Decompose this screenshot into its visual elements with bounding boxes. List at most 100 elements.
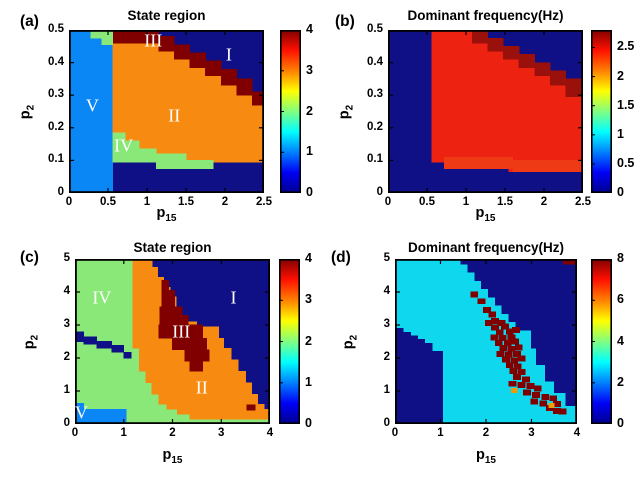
panel-d-silent-bottom-left bbox=[424, 343, 433, 424]
panel-c-region-III bbox=[172, 337, 207, 351]
panel-a-region-II bbox=[112, 67, 206, 76]
panel-b-x-tick-label: 1 bbox=[462, 196, 470, 208]
panel-d-8hz-cells bbox=[549, 395, 558, 402]
panel-d-y-tick-label: 3 bbox=[383, 318, 390, 330]
panel-d-8hz-cells bbox=[491, 324, 499, 331]
panel-d-8hz-cells bbox=[483, 307, 491, 314]
panel-c-region-II bbox=[166, 403, 265, 410]
panel-c-region-V bbox=[75, 408, 127, 424]
panel-a-x-tick-label: 1.5 bbox=[178, 196, 194, 208]
panel-a-region-II bbox=[112, 42, 159, 52]
panel-a-region-II bbox=[112, 94, 253, 106]
panel-b-y-tick-label: 0.1 bbox=[367, 153, 383, 166]
panel-d-silent-bottom-left bbox=[417, 339, 425, 424]
panel-b-bottom-band-2p3hz bbox=[443, 156, 514, 169]
panel-c-region-III bbox=[184, 349, 210, 362]
panel-c-region-II bbox=[132, 259, 153, 268]
panel-a-y-axis-label: p2 bbox=[17, 104, 37, 119]
panel-a-y-tick-label: 0.2 bbox=[48, 120, 64, 133]
panel-d-8hz-cells bbox=[513, 374, 521, 381]
panel-d-silent-top-right bbox=[515, 321, 577, 331]
panel-a-region-label-IV: IV bbox=[114, 135, 134, 156]
panel-b-x-tick-label: 0.5 bbox=[419, 196, 435, 208]
panel-b-y-axis-label: p2 bbox=[336, 104, 356, 119]
panel-b-x-tick-label: 1.5 bbox=[497, 196, 513, 208]
panel-a-region-III bbox=[189, 52, 206, 68]
panel-c-blue-streak bbox=[75, 331, 85, 342]
panel-d-silent-top-right bbox=[487, 288, 577, 298]
panel-b-oscillation-2p5hz bbox=[539, 70, 556, 173]
panel-c-region-V bbox=[75, 403, 85, 424]
panel-d-y-tick-label: 5 bbox=[383, 252, 390, 264]
panel-a-region-IV-top-notch bbox=[90, 30, 103, 39]
panel-d-y-axis-label: p2 bbox=[340, 334, 360, 349]
panel-d-8hz-cells bbox=[490, 334, 499, 341]
panel-c-blue-streak bbox=[83, 336, 98, 345]
panel-d-8hz-cells bbox=[545, 405, 554, 412]
panel-c-blue-streak bbox=[123, 351, 132, 359]
panel-d-8hz-cells bbox=[507, 334, 516, 341]
panel-d-8hz-cells bbox=[510, 357, 519, 364]
panel-c-region-IV bbox=[145, 382, 153, 424]
panel-b-bottom-band-2p3hz bbox=[512, 160, 583, 173]
panel-d-silent-bottom-left bbox=[432, 351, 444, 424]
panel-d-8hz-cells bbox=[514, 344, 523, 351]
panel-a-x-tick-label: 2 bbox=[221, 196, 229, 208]
panel-a-colorbar-tick-label: 0 bbox=[306, 185, 313, 199]
panel-b-x-tick-label: 0 bbox=[384, 196, 392, 208]
panel-d-8hz-cells bbox=[539, 400, 548, 407]
panel-d-silent-top-right bbox=[553, 380, 577, 393]
panel-c-x-tick-label: 1 bbox=[120, 427, 127, 439]
panel-d-8hz-cells bbox=[530, 398, 539, 405]
panel-b-edge-band-2p8hz bbox=[503, 46, 520, 60]
panel-c-region-IV bbox=[132, 347, 140, 424]
panel-d-silent-top-right bbox=[565, 392, 577, 407]
panel-c-x-tick-label: 4 bbox=[266, 427, 274, 439]
panel-d-6hz-cells bbox=[511, 387, 518, 393]
panel-b-heatmap bbox=[388, 30, 583, 193]
panel-c-region-label-II: II bbox=[195, 378, 208, 399]
panel-a-letter: (a) bbox=[20, 13, 39, 30]
panel-c-region-III bbox=[159, 306, 183, 316]
panel-a-colorbar-tick-label: 4 bbox=[306, 22, 313, 36]
panel-b-title: Dominant frequency(Hz) bbox=[407, 8, 564, 23]
colorbar-border bbox=[591, 259, 612, 424]
panel-b-oscillation-2p5hz bbox=[431, 30, 445, 163]
panel-c-region-IV bbox=[158, 403, 167, 424]
panel-a-region-III bbox=[236, 78, 253, 96]
panel-a-region-III bbox=[174, 44, 191, 60]
panel-d-silent-top-right bbox=[481, 280, 577, 289]
panel-a-title: State region bbox=[127, 8, 206, 23]
panel-b-colorbar-tick-label: 2.5 bbox=[617, 39, 635, 54]
panel-a-region-III bbox=[205, 60, 222, 76]
panel-d-y-tick-label: 1 bbox=[383, 384, 390, 396]
panel-a-y-tick-label: 0.5 bbox=[48, 23, 64, 35]
panel-d-8hz-cells bbox=[484, 320, 493, 326]
panel-c-region-II bbox=[132, 266, 159, 278]
panel-c-y-axis-label: p2 bbox=[21, 334, 41, 349]
panel-c-region-III bbox=[161, 280, 169, 291]
panel-c-title: State region bbox=[133, 240, 212, 255]
panel-b-oscillation-2p5hz bbox=[524, 62, 541, 173]
panel-a-region-label-II: II bbox=[168, 105, 181, 126]
panel-b-y-tick-label: 0.5 bbox=[367, 23, 383, 35]
panel-d-8hz-cells bbox=[517, 382, 526, 389]
colorbar-border bbox=[591, 30, 612, 193]
panel-d-colorbar-tick-label: 8 bbox=[617, 251, 624, 265]
panel-a-region-label-III: III bbox=[144, 30, 163, 51]
panel-d-y-tick-label: 0 bbox=[383, 417, 390, 429]
panel-d-silent-top-right bbox=[494, 296, 577, 306]
panel-c-isolated-red-cell bbox=[246, 404, 256, 411]
panel-c-region-III bbox=[189, 361, 204, 372]
panel-d-8hz-cells bbox=[497, 320, 506, 326]
panel-b-oscillation-2p5hz bbox=[555, 78, 572, 173]
panel-c-region-II bbox=[132, 306, 183, 316]
panel-a-region-V bbox=[69, 30, 113, 193]
panel-b-x-tick-label: 2 bbox=[540, 196, 548, 208]
panel-d-8hz-cells bbox=[517, 368, 526, 375]
panel-b-edge-band-2p8hz bbox=[565, 78, 583, 98]
panel-d-8hz-cells bbox=[504, 351, 513, 358]
panel-c-region-label-V: V bbox=[74, 402, 88, 423]
panel-d-8hz-cells bbox=[505, 362, 514, 369]
